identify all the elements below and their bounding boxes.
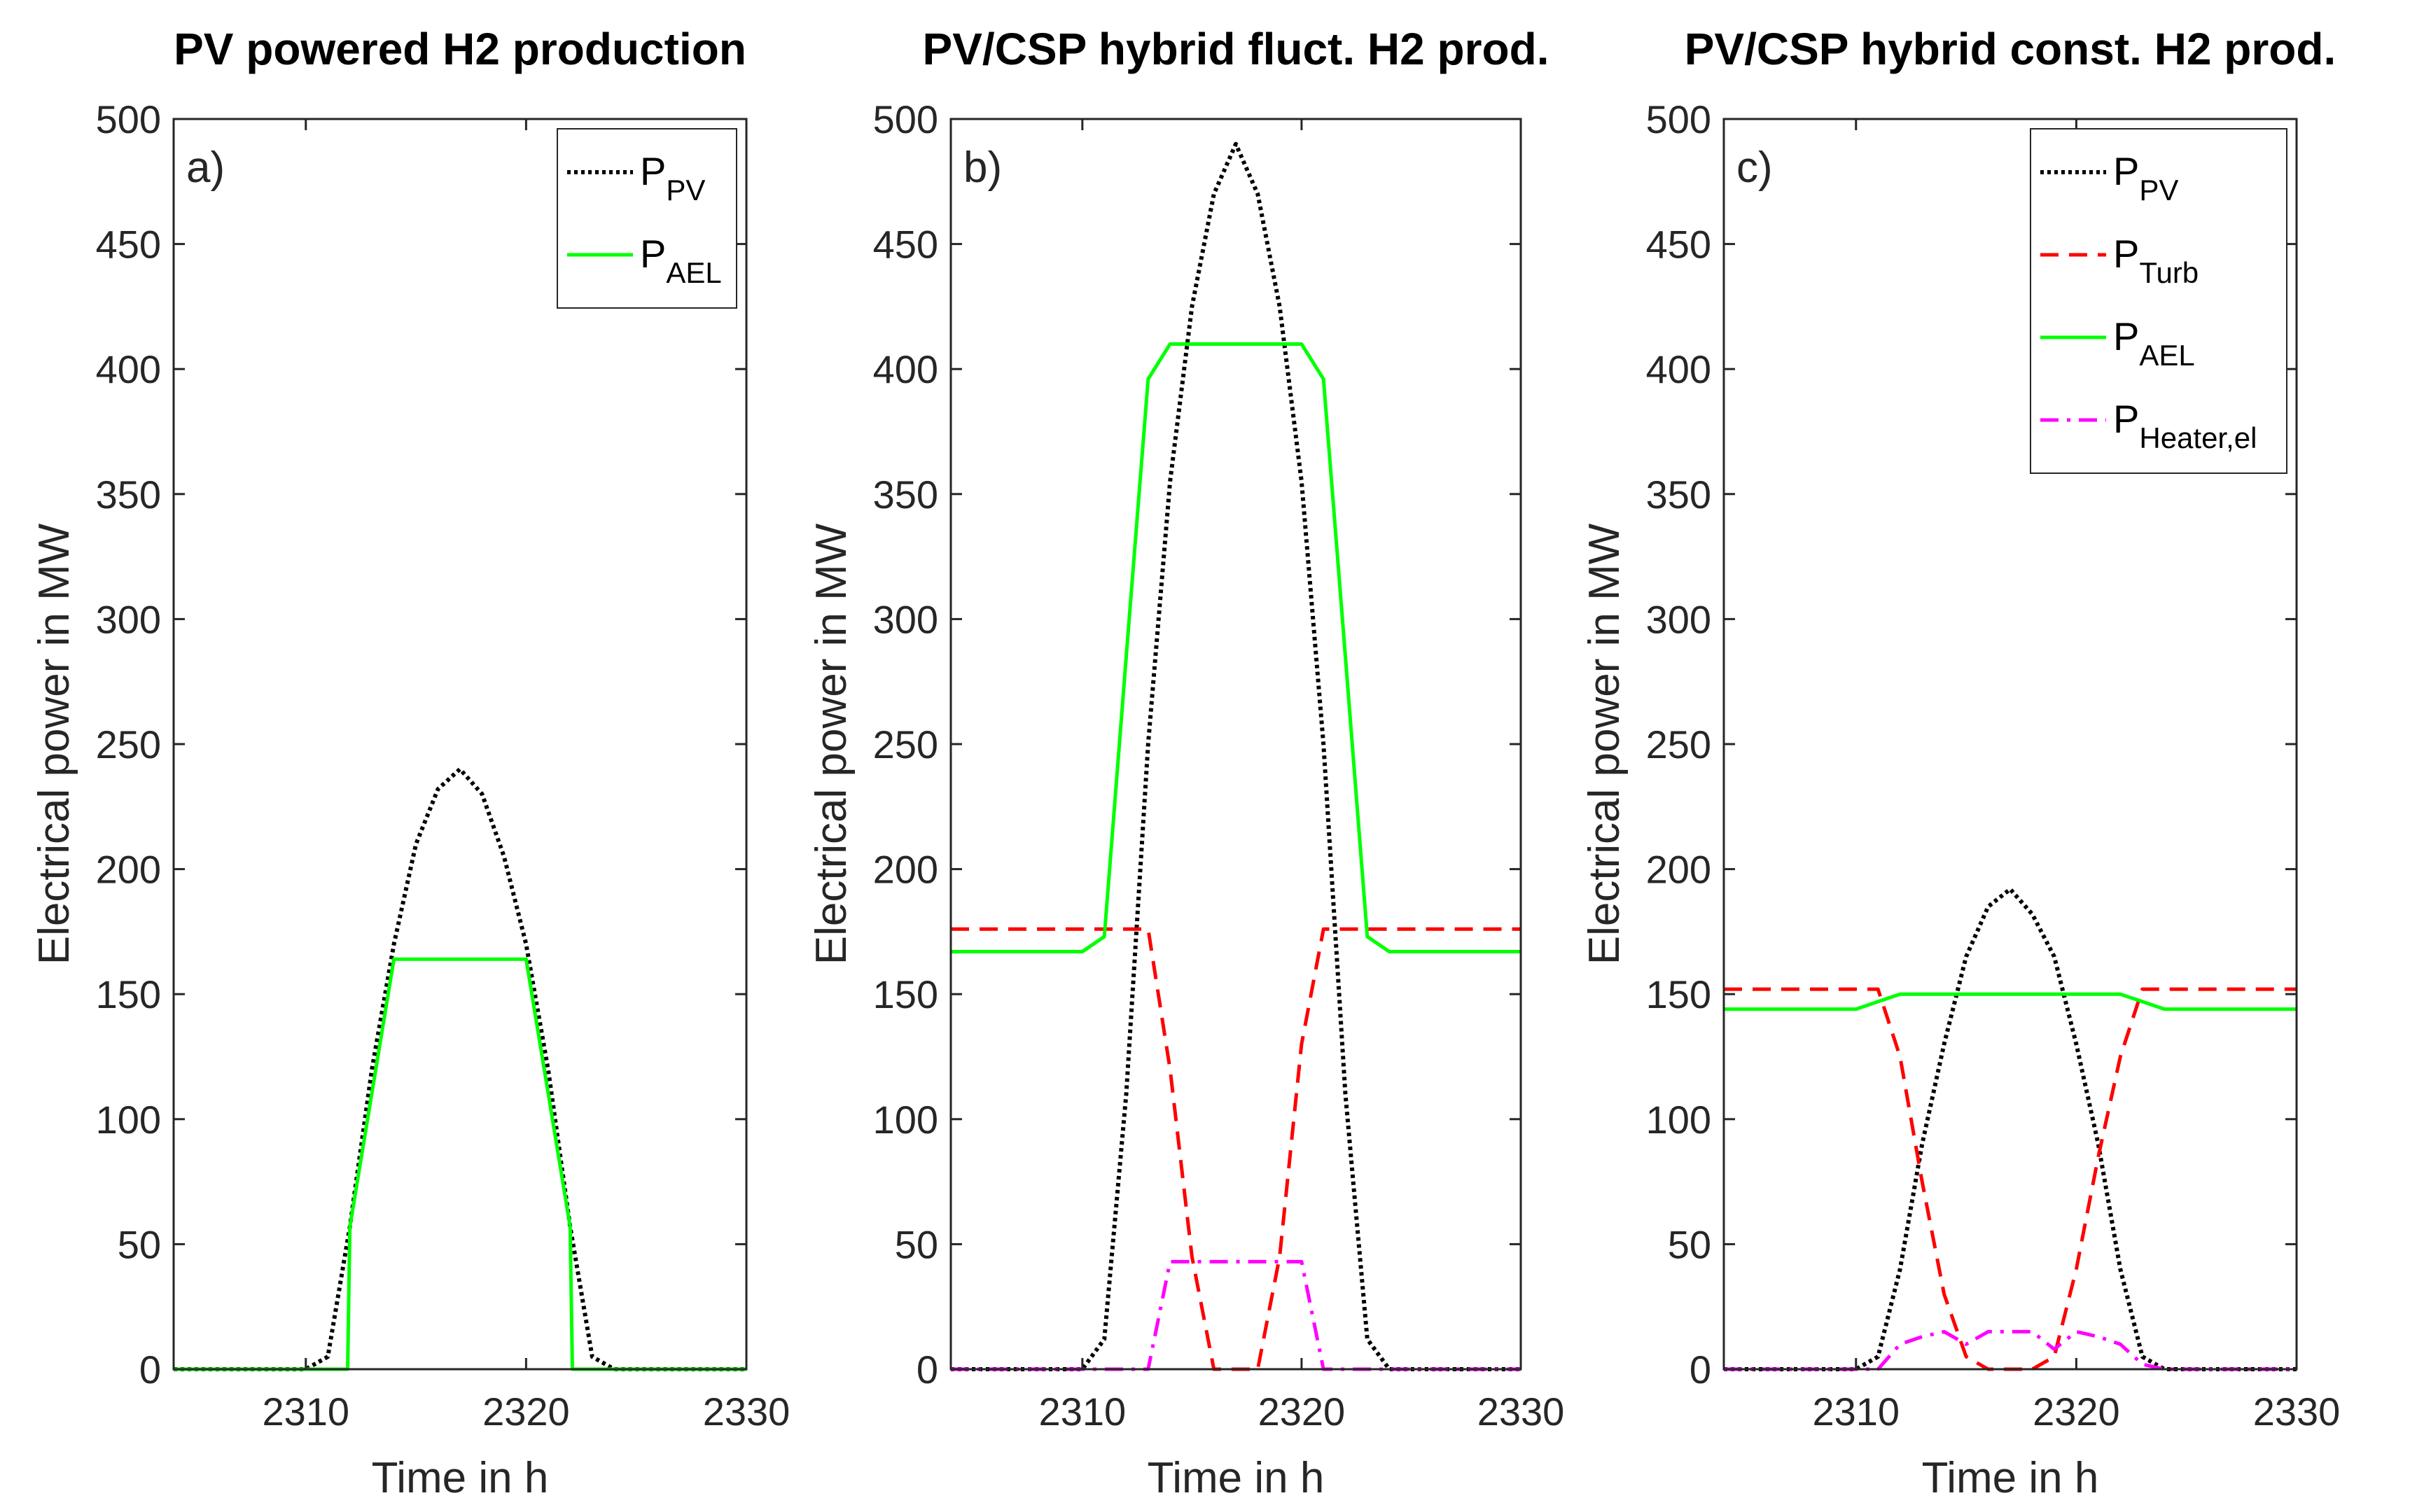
- y-tick-label: 450: [96, 223, 161, 267]
- legend-label-subscript: AEL: [2139, 339, 2194, 372]
- legend-label: PHeater,el: [2113, 397, 2257, 454]
- series-line-p-turb: [951, 927, 1521, 1371]
- y-tick-label: 0: [917, 1348, 938, 1392]
- y-tick-label: 350: [96, 472, 161, 517]
- x-tick-label: 2320: [1258, 1390, 1346, 1434]
- panel-label: a): [186, 144, 225, 192]
- series-line-p-turb: [1724, 987, 2297, 1371]
- series-line-p-heater-el: [1724, 1329, 2297, 1371]
- y-tick-label: 300: [1646, 597, 1711, 641]
- panel-a: 0 50 100 150 200 250 300 350 400 450 500 2310 2320 23…: [30, 24, 790, 1502]
- y-tick-label: 100: [96, 1098, 161, 1142]
- legend-label: PPV: [640, 149, 705, 206]
- panel-label: c): [1736, 144, 1773, 192]
- panel-b: 0 50 100 150 200 250 300 350 400 450 500 2310 2320 23…: [807, 24, 1564, 1502]
- y-tick-label: 400: [96, 347, 161, 391]
- legend-label-subscript: Heater,el: [2139, 421, 2257, 454]
- x-axis-label: Time in h: [372, 1454, 549, 1502]
- axes-box: [949, 118, 1522, 1371]
- y-axis-label: Electrical power in MW: [1580, 523, 1629, 965]
- y-tick-label: 50: [1668, 1222, 1711, 1266]
- x-tick-label: 2320: [482, 1390, 570, 1434]
- y-tick-label: 450: [1646, 223, 1711, 267]
- y-tick-label: 150: [1646, 972, 1711, 1016]
- series-line-p-ael: [174, 957, 746, 1371]
- y-tick-label: 200: [96, 848, 161, 892]
- y-tick-label: 200: [873, 848, 938, 892]
- y-tick-label: 500: [96, 97, 161, 141]
- y-tick-label: 350: [1646, 472, 1711, 517]
- chart-title: PV/CSP hybrid const. H2 prod.: [1685, 24, 2336, 74]
- y-tick-label: 200: [1646, 848, 1711, 892]
- series-line-p-ael: [1724, 992, 2297, 1011]
- y-tick-label: 350: [873, 472, 938, 517]
- y-tick-label: 400: [1646, 347, 1711, 391]
- chart-title: PV powered H2 production: [174, 24, 746, 74]
- y-tick-label: 150: [873, 972, 938, 1016]
- x-tick-label: 2310: [262, 1390, 349, 1434]
- y-tick-label: 250: [873, 722, 938, 766]
- x-axis-label: Time in h: [1922, 1454, 2099, 1502]
- legend-label: PAEL: [2113, 314, 2195, 372]
- legend-label-base: P: [2113, 314, 2139, 358]
- legend-label-subscript: PV: [2139, 174, 2178, 206]
- y-tick-label: 50: [895, 1222, 938, 1266]
- legend-label-base: P: [2113, 397, 2139, 441]
- y-axis-label: Electrical power in MW: [807, 523, 856, 965]
- x-tick-label: 2330: [2253, 1390, 2341, 1434]
- x-tick-label: 2330: [703, 1390, 790, 1434]
- chart-title: PV/CSP hybrid fluct. H2 prod.: [923, 24, 1549, 74]
- panel-label: b): [963, 144, 1002, 192]
- legend-label-subscript: AEL: [666, 256, 721, 289]
- legend-label-base: P: [2113, 232, 2139, 276]
- series-line-p-ael: [951, 342, 1521, 953]
- x-axis-label: Time in h: [1148, 1454, 1325, 1502]
- y-tick-label: 250: [1646, 722, 1711, 766]
- panel-c: 0 50 100 150 200 250 300 350 400 450 500 2310 2320 23…: [1580, 24, 2340, 1502]
- y-tick-label: 0: [1690, 1348, 1711, 1392]
- legend-label-subscript: PV: [666, 174, 705, 206]
- y-tick-label: 250: [96, 722, 161, 766]
- legend-box: [2030, 128, 2287, 474]
- legend-label-subscript: Turb: [2139, 256, 2199, 289]
- series-line-p-pv: [1724, 887, 2297, 1371]
- y-tick-label: 100: [873, 1098, 938, 1142]
- series-line-p-heater-el: [951, 1259, 1521, 1371]
- y-tick-label: 50: [118, 1222, 161, 1266]
- x-tick-label: 2330: [1477, 1390, 1565, 1434]
- y-tick-label: 450: [873, 223, 938, 267]
- series-line-p-pv: [951, 141, 1521, 1371]
- y-tick-label: 100: [1646, 1098, 1711, 1142]
- x-tick-label: 2310: [1812, 1390, 1900, 1434]
- legend-label: PTurb: [2113, 232, 2199, 289]
- x-tick-label: 2320: [2033, 1390, 2120, 1434]
- legend-label-base: P: [640, 232, 666, 276]
- series-line-p-pv: [174, 766, 746, 1371]
- y-tick-label: 500: [873, 97, 938, 141]
- y-tick-label: 150: [96, 972, 161, 1016]
- legend-label: PAEL: [640, 232, 722, 289]
- y-tick-label: 500: [1646, 97, 1711, 141]
- legend-box: [557, 128, 737, 309]
- legend-label: PPV: [2113, 149, 2178, 206]
- y-tick-label: 300: [96, 597, 161, 641]
- y-tick-label: 0: [139, 1348, 161, 1392]
- y-tick-label: 300: [873, 597, 938, 641]
- y-axis-label: Electrical power in MW: [30, 523, 78, 965]
- y-tick-label: 400: [873, 347, 938, 391]
- legend-label-base: P: [640, 149, 666, 193]
- legend-label-base: P: [2113, 149, 2139, 193]
- x-tick-label: 2310: [1039, 1390, 1127, 1434]
